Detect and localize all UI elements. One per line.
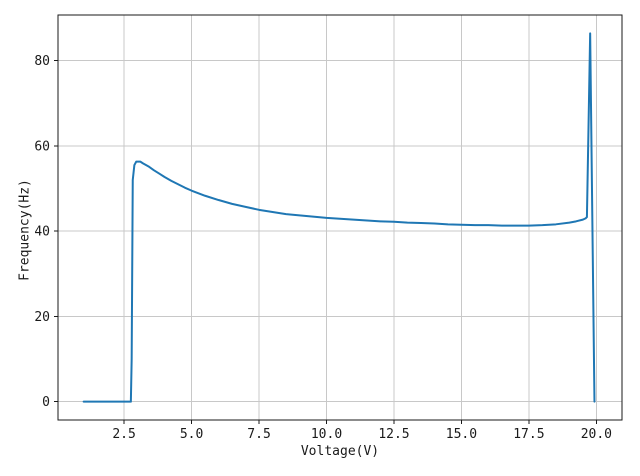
x-tick-label: 5.0 [180, 427, 203, 442]
x-tick-label: 17.5 [513, 427, 544, 442]
frequency-curve [82, 32, 596, 403]
gridlines [58, 15, 622, 420]
plot-border [57, 14, 623, 421]
y-tick-label: 20 [34, 310, 50, 325]
y-axis-label: Frequency(Hz) [17, 179, 33, 281]
tick-labels: 2.5 5.0 7.5 10.0 12.5 15.0 17.5 20.0 0 20 40 60 80 [34, 54, 612, 442]
axis-ticks [54, 60, 597, 424]
x-tick-label: 2.5 [112, 427, 135, 442]
y-tick-label: 80 [34, 54, 50, 69]
x-tick-label: 10.0 [311, 427, 342, 442]
y-tick-label: 60 [34, 139, 50, 154]
x-tick-label: 20.0 [581, 427, 612, 442]
x-axis-label: Voltage(V) [300, 444, 380, 459]
y-tick-label: 0 [42, 395, 50, 410]
y-tick-label: 40 [34, 225, 50, 240]
x-tick-label: 7.5 [247, 427, 270, 442]
x-tick-label: 15.0 [446, 427, 477, 442]
x-tick-label: 12.5 [378, 427, 409, 442]
